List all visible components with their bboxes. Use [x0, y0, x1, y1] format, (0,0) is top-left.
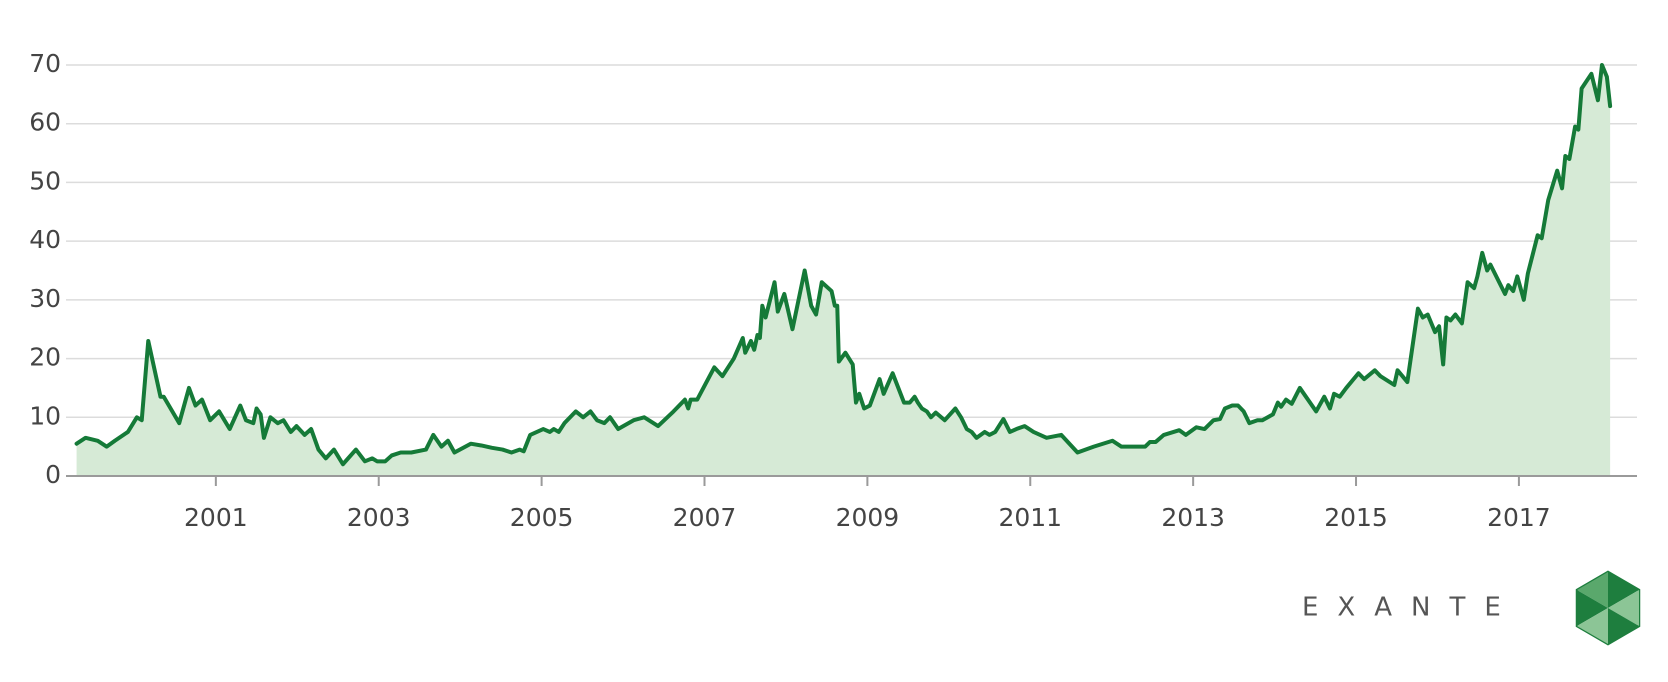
x-tick-label: 2003: [347, 503, 411, 532]
x-tick-label: 2011: [998, 503, 1062, 532]
logo-facet: [1608, 608, 1639, 644]
y-tick-label: 20: [29, 343, 61, 372]
grid: [66, 64, 1637, 477]
y-tick-label: 70: [29, 49, 61, 78]
plot: [74, 63, 1613, 476]
axes: 0 10 20 30 40 50 60 70 2001 2003 2005 2007 2009 2011 2…: [29, 49, 1637, 532]
x-tick-label: 2017: [1487, 503, 1551, 532]
x-tick-label: 2013: [1161, 503, 1225, 532]
x-tick-label: 2001: [184, 503, 248, 532]
logo-facet: [1577, 590, 1608, 626]
y-tick-label: 10: [29, 401, 61, 430]
y-tick-label: 50: [29, 166, 61, 195]
y-tick-label: 0: [45, 460, 61, 489]
x-tick-label: 2015: [1324, 503, 1388, 532]
x-tick-label: 2007: [673, 503, 737, 532]
y-tick-label: 30: [29, 284, 61, 313]
logo-facet: [1608, 590, 1639, 626]
logo-facet: [1577, 572, 1608, 608]
y-tick-label: 40: [29, 225, 61, 254]
x-tick-label: 2005: [510, 503, 574, 532]
brand-logo: [1575, 570, 1641, 646]
area-fill: [76, 65, 1611, 476]
brand-name: EXANTE: [1302, 593, 1520, 623]
line: [74, 63, 1613, 467]
x-tick-label: 2009: [836, 503, 900, 532]
y-tick-label: 60: [29, 108, 61, 137]
logo-facet: [1577, 608, 1608, 644]
logo-facet: [1608, 572, 1639, 608]
